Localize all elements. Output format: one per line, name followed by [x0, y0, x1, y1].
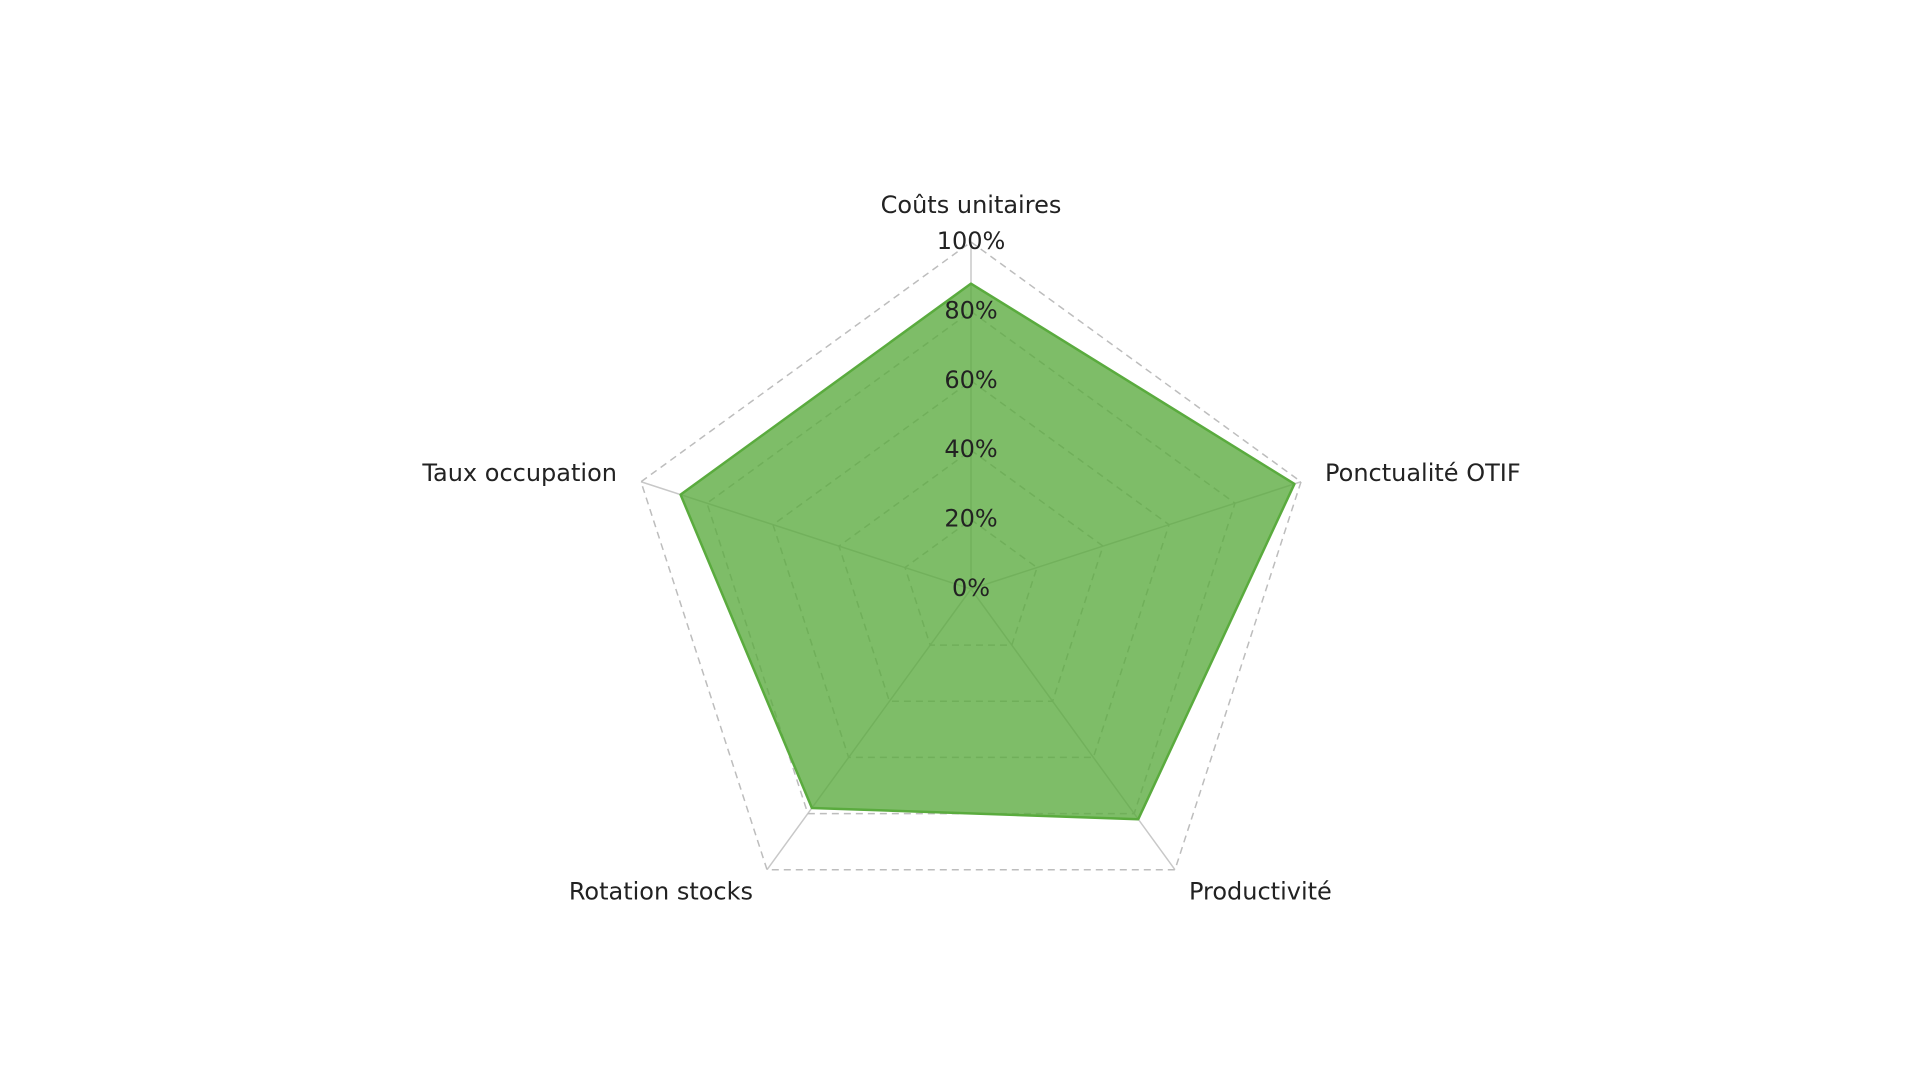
- category-label: Rotation stocks: [569, 878, 753, 906]
- tick-label: 0%: [952, 574, 990, 602]
- tick-label: 80%: [944, 296, 997, 324]
- category-label: Coûts unitaires: [881, 191, 1062, 219]
- tick-label: 20%: [944, 505, 997, 533]
- tick-label: 100%: [937, 227, 1006, 255]
- category-label: Ponctualité OTIF: [1325, 459, 1521, 487]
- grid-ring: [640, 241, 1302, 871]
- category-label: Productivité: [1189, 878, 1332, 906]
- data-area: [679, 282, 1296, 821]
- tick-label: 60%: [944, 366, 997, 394]
- tick-label: 40%: [944, 435, 997, 463]
- category-label: Taux occupation: [421, 459, 617, 487]
